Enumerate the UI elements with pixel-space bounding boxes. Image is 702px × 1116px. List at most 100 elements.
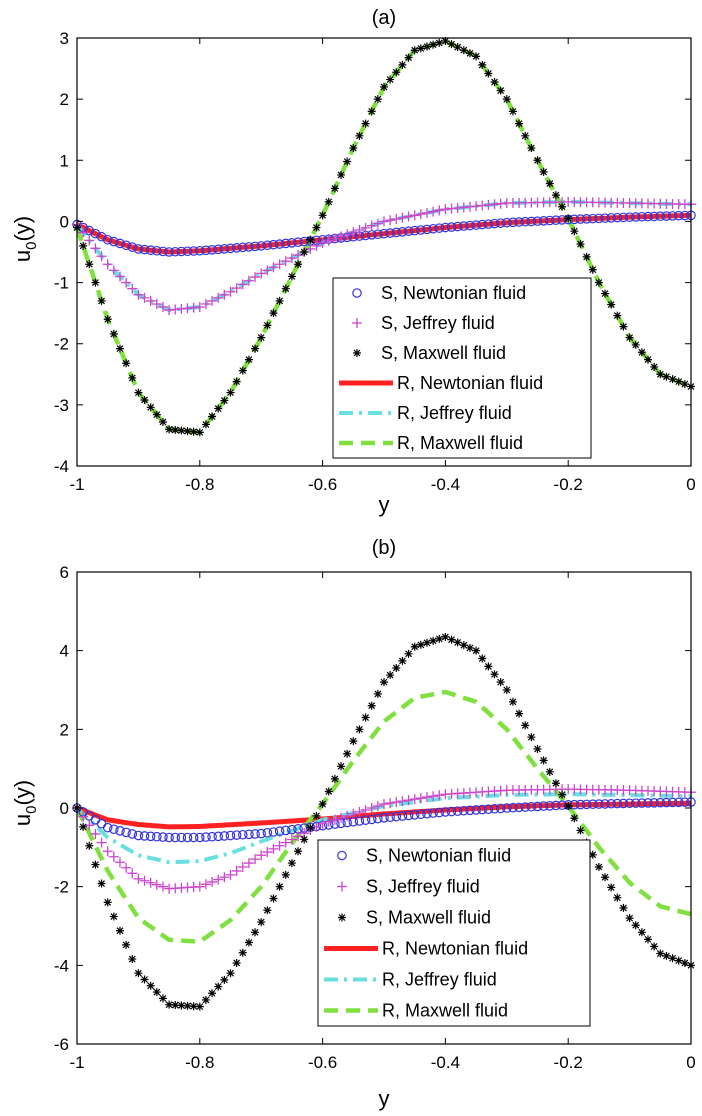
data-point xyxy=(421,207,432,218)
data-point xyxy=(655,211,666,222)
data-point xyxy=(514,217,524,227)
y-tick-label: 0 xyxy=(60,799,69,818)
data-point xyxy=(256,828,266,839)
plot-area: -1 -0.8 -0.6 -0.4 -0.2 0 -6 -4 -2 0 2 4 6 S, Newtonia… xyxy=(54,563,696,1072)
data-point xyxy=(294,260,303,269)
data-point xyxy=(231,283,242,294)
data-point xyxy=(97,879,106,888)
data-point xyxy=(478,60,487,69)
data-point xyxy=(539,756,548,765)
data-point xyxy=(122,940,131,949)
data-point xyxy=(674,377,683,386)
data-point xyxy=(483,804,494,814)
data-point xyxy=(226,969,235,978)
data-point xyxy=(422,224,432,235)
data-point xyxy=(219,244,230,254)
data-point xyxy=(244,938,253,947)
data-point xyxy=(237,279,248,290)
data-point xyxy=(208,412,217,421)
legend-label: R, Maxwell fluid xyxy=(397,433,523,453)
data-point xyxy=(532,216,543,226)
data-point xyxy=(90,228,101,239)
data-point xyxy=(274,840,285,851)
data-point xyxy=(251,928,260,937)
data-point xyxy=(496,678,505,687)
data-point xyxy=(269,309,278,318)
data-point xyxy=(514,802,524,813)
data-point xyxy=(189,1002,198,1011)
data-point xyxy=(96,251,107,262)
data-point xyxy=(575,214,586,224)
data-point xyxy=(164,247,174,257)
data-point xyxy=(471,220,481,230)
y-axis-label-sub: 0 xyxy=(23,242,40,250)
data-point xyxy=(145,295,156,306)
data-point xyxy=(200,298,211,309)
data-point xyxy=(251,344,260,353)
data-point xyxy=(570,814,579,823)
data-point xyxy=(422,42,431,51)
data-point xyxy=(208,989,217,998)
data-point xyxy=(508,217,518,228)
data-point xyxy=(612,212,623,223)
data-point xyxy=(177,1001,186,1010)
data-point xyxy=(551,191,560,200)
data-point xyxy=(446,222,457,232)
data-point xyxy=(201,420,210,429)
data-point xyxy=(588,850,597,859)
y-tick-label: -2 xyxy=(54,878,69,897)
data-point xyxy=(465,49,474,58)
data-point xyxy=(286,834,297,845)
panel-a: (a) y u0(y) -1 -0.8 -0.6 -0.4 -0.2 0-4-3-2-10… xyxy=(10,7,696,517)
data-point xyxy=(649,798,659,808)
data-point xyxy=(90,828,101,839)
data-point xyxy=(366,803,377,813)
data-point xyxy=(317,818,328,829)
data-point xyxy=(90,243,101,254)
data-point xyxy=(409,794,420,805)
data-point xyxy=(613,893,622,902)
data-point xyxy=(360,804,371,815)
data-point xyxy=(109,236,119,247)
data-point xyxy=(380,678,388,687)
data-point xyxy=(650,942,659,951)
data-point xyxy=(415,209,426,220)
data-point xyxy=(225,869,236,880)
data-point xyxy=(601,289,610,298)
data-point xyxy=(85,841,94,850)
y-tick-label: 2 xyxy=(60,720,69,739)
data-point xyxy=(188,246,199,256)
data-point xyxy=(336,231,347,242)
data-point xyxy=(404,649,413,658)
x-axis-label: y xyxy=(379,1086,390,1111)
data-point xyxy=(355,725,364,734)
data-point xyxy=(287,859,296,868)
data-point xyxy=(207,295,218,306)
data-point xyxy=(194,302,205,313)
data-point xyxy=(435,38,444,47)
data-point xyxy=(397,796,408,807)
data-point xyxy=(674,956,683,965)
data-point xyxy=(385,228,395,238)
data-point xyxy=(257,918,266,927)
data-point xyxy=(484,662,493,671)
data-point xyxy=(158,417,167,426)
data-point xyxy=(287,238,297,248)
data-point xyxy=(527,144,536,153)
data-point xyxy=(250,854,261,865)
data-point xyxy=(385,215,396,226)
data-point xyxy=(262,827,273,838)
data-point xyxy=(538,801,549,811)
data-point xyxy=(349,144,358,153)
svg-text:u0(y): u0(y) xyxy=(10,216,40,262)
data-point xyxy=(367,701,376,710)
data-point xyxy=(151,298,162,309)
legend-swatch xyxy=(338,913,346,922)
data-point xyxy=(108,851,119,862)
data-point xyxy=(373,813,383,824)
data-point xyxy=(121,240,131,251)
data-point xyxy=(625,333,634,342)
data-point xyxy=(397,212,408,223)
data-point xyxy=(624,798,635,809)
